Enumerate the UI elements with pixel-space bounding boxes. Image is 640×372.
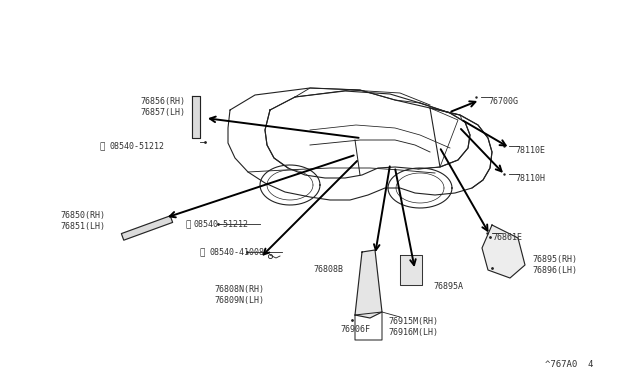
Text: 76906F: 76906F bbox=[340, 325, 370, 334]
Text: 08540-51212: 08540-51212 bbox=[109, 142, 164, 151]
Text: 76808N(RH): 76808N(RH) bbox=[214, 285, 264, 294]
Text: 08540-41008: 08540-41008 bbox=[209, 248, 264, 257]
Text: 76896(LH): 76896(LH) bbox=[532, 266, 577, 275]
Polygon shape bbox=[400, 255, 422, 285]
Text: 08540-51212: 08540-51212 bbox=[194, 220, 249, 229]
Text: 76895(RH): 76895(RH) bbox=[532, 255, 577, 264]
Text: 76856(RH): 76856(RH) bbox=[140, 97, 185, 106]
Polygon shape bbox=[192, 96, 200, 138]
Text: ^767A0  4: ^767A0 4 bbox=[545, 360, 593, 369]
Text: 76916M(LH): 76916M(LH) bbox=[388, 328, 438, 337]
Text: 76851(LH): 76851(LH) bbox=[60, 222, 105, 231]
Text: 76700G: 76700G bbox=[488, 97, 518, 106]
Text: 78110E: 78110E bbox=[515, 146, 545, 155]
Text: 76808B: 76808B bbox=[313, 265, 343, 274]
Text: 76915M(RH): 76915M(RH) bbox=[388, 317, 438, 326]
Text: Ⓝ: Ⓝ bbox=[185, 220, 190, 229]
Text: 76809N(LH): 76809N(LH) bbox=[214, 296, 264, 305]
Text: 76861E: 76861E bbox=[492, 233, 522, 242]
Text: Ⓝ: Ⓝ bbox=[100, 142, 106, 151]
Polygon shape bbox=[482, 225, 525, 278]
Text: 78110H: 78110H bbox=[515, 174, 545, 183]
Polygon shape bbox=[122, 216, 173, 240]
Text: 76857(LH): 76857(LH) bbox=[140, 108, 185, 117]
Text: Ⓝ: Ⓝ bbox=[200, 248, 205, 257]
Text: 76895A: 76895A bbox=[433, 282, 463, 291]
Text: 76850(RH): 76850(RH) bbox=[60, 211, 105, 220]
Polygon shape bbox=[355, 250, 382, 318]
